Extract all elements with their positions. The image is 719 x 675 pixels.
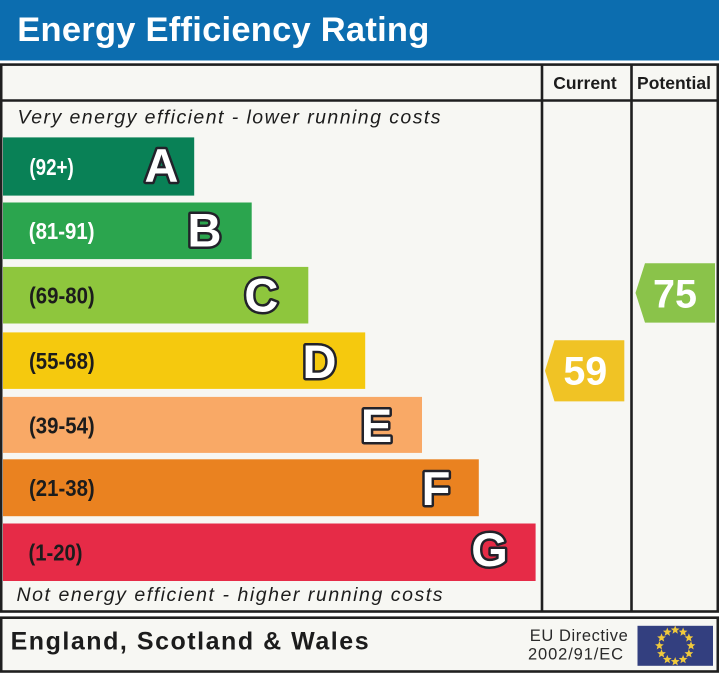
svg-text:(81-91): (81-91) <box>29 218 95 244</box>
svg-text:(55-68): (55-68) <box>29 348 95 374</box>
svg-text:(69-80): (69-80) <box>29 283 95 309</box>
svg-text:(21-38): (21-38) <box>29 475 95 501</box>
svg-text:F: F <box>422 462 451 515</box>
svg-text:59: 59 <box>563 350 607 394</box>
svg-text:A: A <box>145 139 179 192</box>
svg-text:C: C <box>244 269 278 322</box>
svg-text:EU Directive: EU Directive <box>530 627 628 645</box>
svg-text:B: B <box>188 204 222 257</box>
svg-text:E: E <box>361 399 392 452</box>
svg-text:2002/91/EC: 2002/91/EC <box>528 645 623 663</box>
svg-text:Current: Current <box>553 73 617 93</box>
svg-text:(1-20): (1-20) <box>29 540 83 566</box>
svg-text:G: G <box>471 523 508 576</box>
svg-text:England, Scotland & Wales: England, Scotland & Wales <box>11 627 369 655</box>
svg-text:Very energy efficient - lower: Very energy efficient - lower running co… <box>18 106 441 128</box>
svg-text:Potential: Potential <box>637 73 711 93</box>
svg-text:Energy Efficiency Rating: Energy Efficiency Rating <box>17 11 429 49</box>
svg-text:D: D <box>303 335 337 388</box>
svg-text:75: 75 <box>653 272 697 316</box>
svg-text:(92+): (92+) <box>29 154 73 180</box>
svg-text:(39-54): (39-54) <box>29 412 95 438</box>
svg-text:Not energy efficient - higher: Not energy efficient - higher running co… <box>17 584 443 606</box>
